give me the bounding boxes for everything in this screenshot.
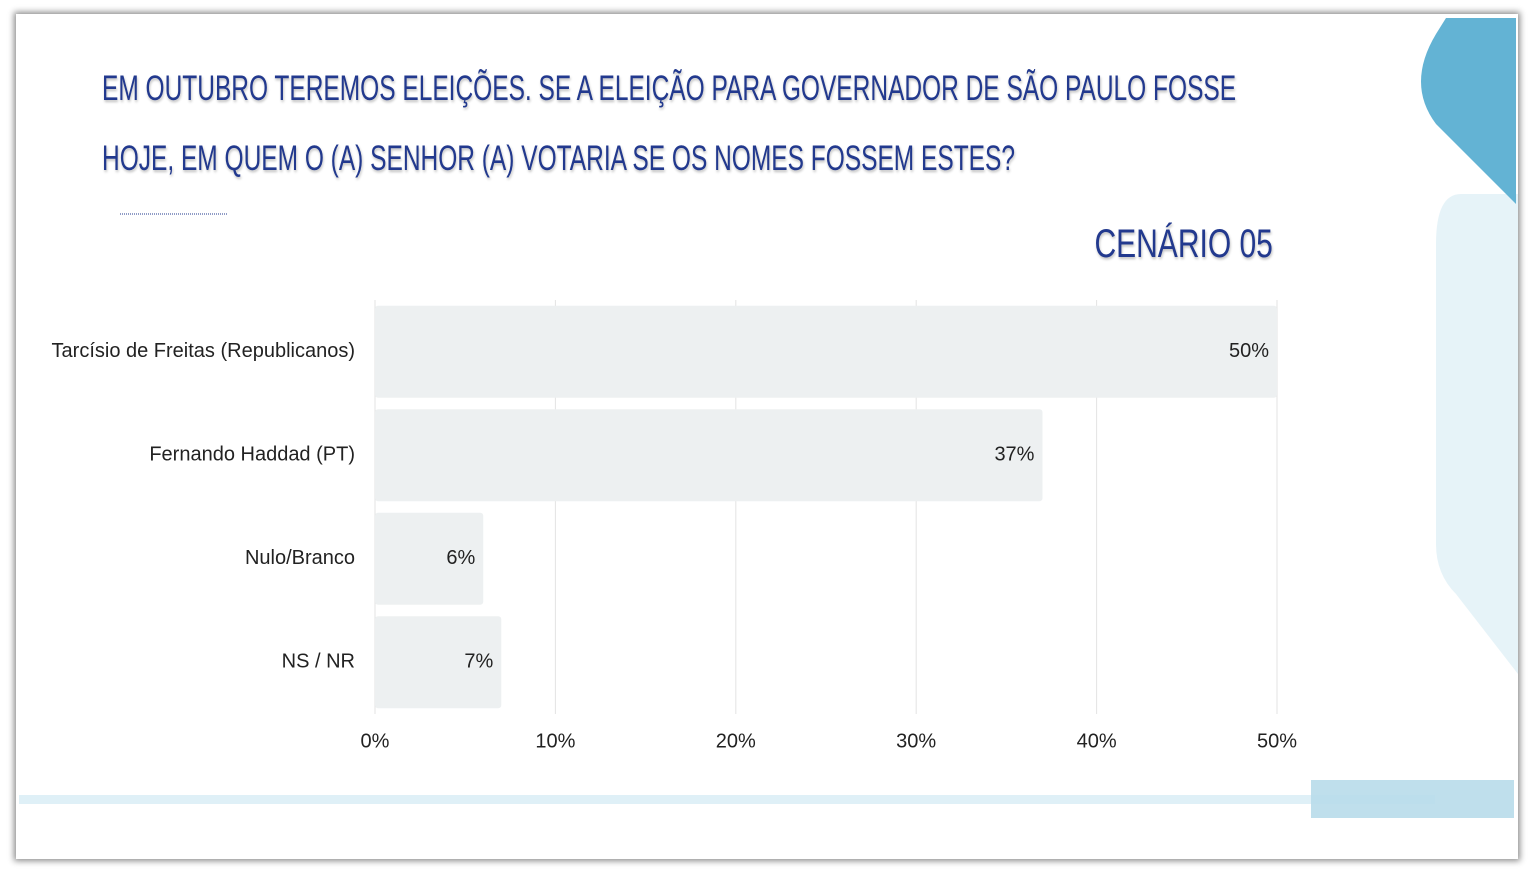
y-tick-label: NS / NR: [282, 651, 355, 673]
value-label: 37%: [994, 444, 1034, 466]
x-tick-label: 10%: [535, 730, 575, 752]
x-tick-label: 20%: [716, 730, 756, 752]
chart: 0% 10% 20% 30% 40% 50% Tarcísio de Freitas (Re…: [52, 300, 1297, 752]
y-tick-label: Nulo/Branco: [245, 547, 355, 569]
decor: [19, 18, 1518, 818]
x-tick-label: 50%: [1257, 730, 1297, 752]
bar: [375, 305, 1277, 398]
decor-shape: [1436, 194, 1518, 674]
decor-shape: [1421, 18, 1516, 204]
chart-title: EM OUTUBRO TEREMOS ELEIÇÕES. SE A ELEIÇÃ…: [102, 69, 1237, 178]
slide: EM OUTUBRO TEREMOS ELEIÇÕES. SE A ELEIÇÃ…: [16, 14, 1518, 859]
bar: [375, 512, 484, 605]
value-label: 50%: [1229, 340, 1269, 362]
bar: [375, 409, 1043, 502]
value-label: 6%: [446, 547, 475, 569]
x-tick-label: 30%: [896, 730, 936, 752]
chart-subtitle: CENÁRIO 05: [1094, 222, 1273, 266]
x-tick-label: 0%: [361, 730, 390, 752]
decor-bar: [1311, 780, 1514, 818]
value-label: 7%: [464, 651, 493, 673]
y-tick-label: Tarcísio de Freitas (Republicanos): [52, 340, 355, 362]
bar: [375, 616, 502, 709]
decor-bar: [19, 795, 1435, 804]
x-tick-label: 40%: [1077, 730, 1117, 752]
y-tick-label: Fernando Haddad (PT): [149, 444, 355, 466]
